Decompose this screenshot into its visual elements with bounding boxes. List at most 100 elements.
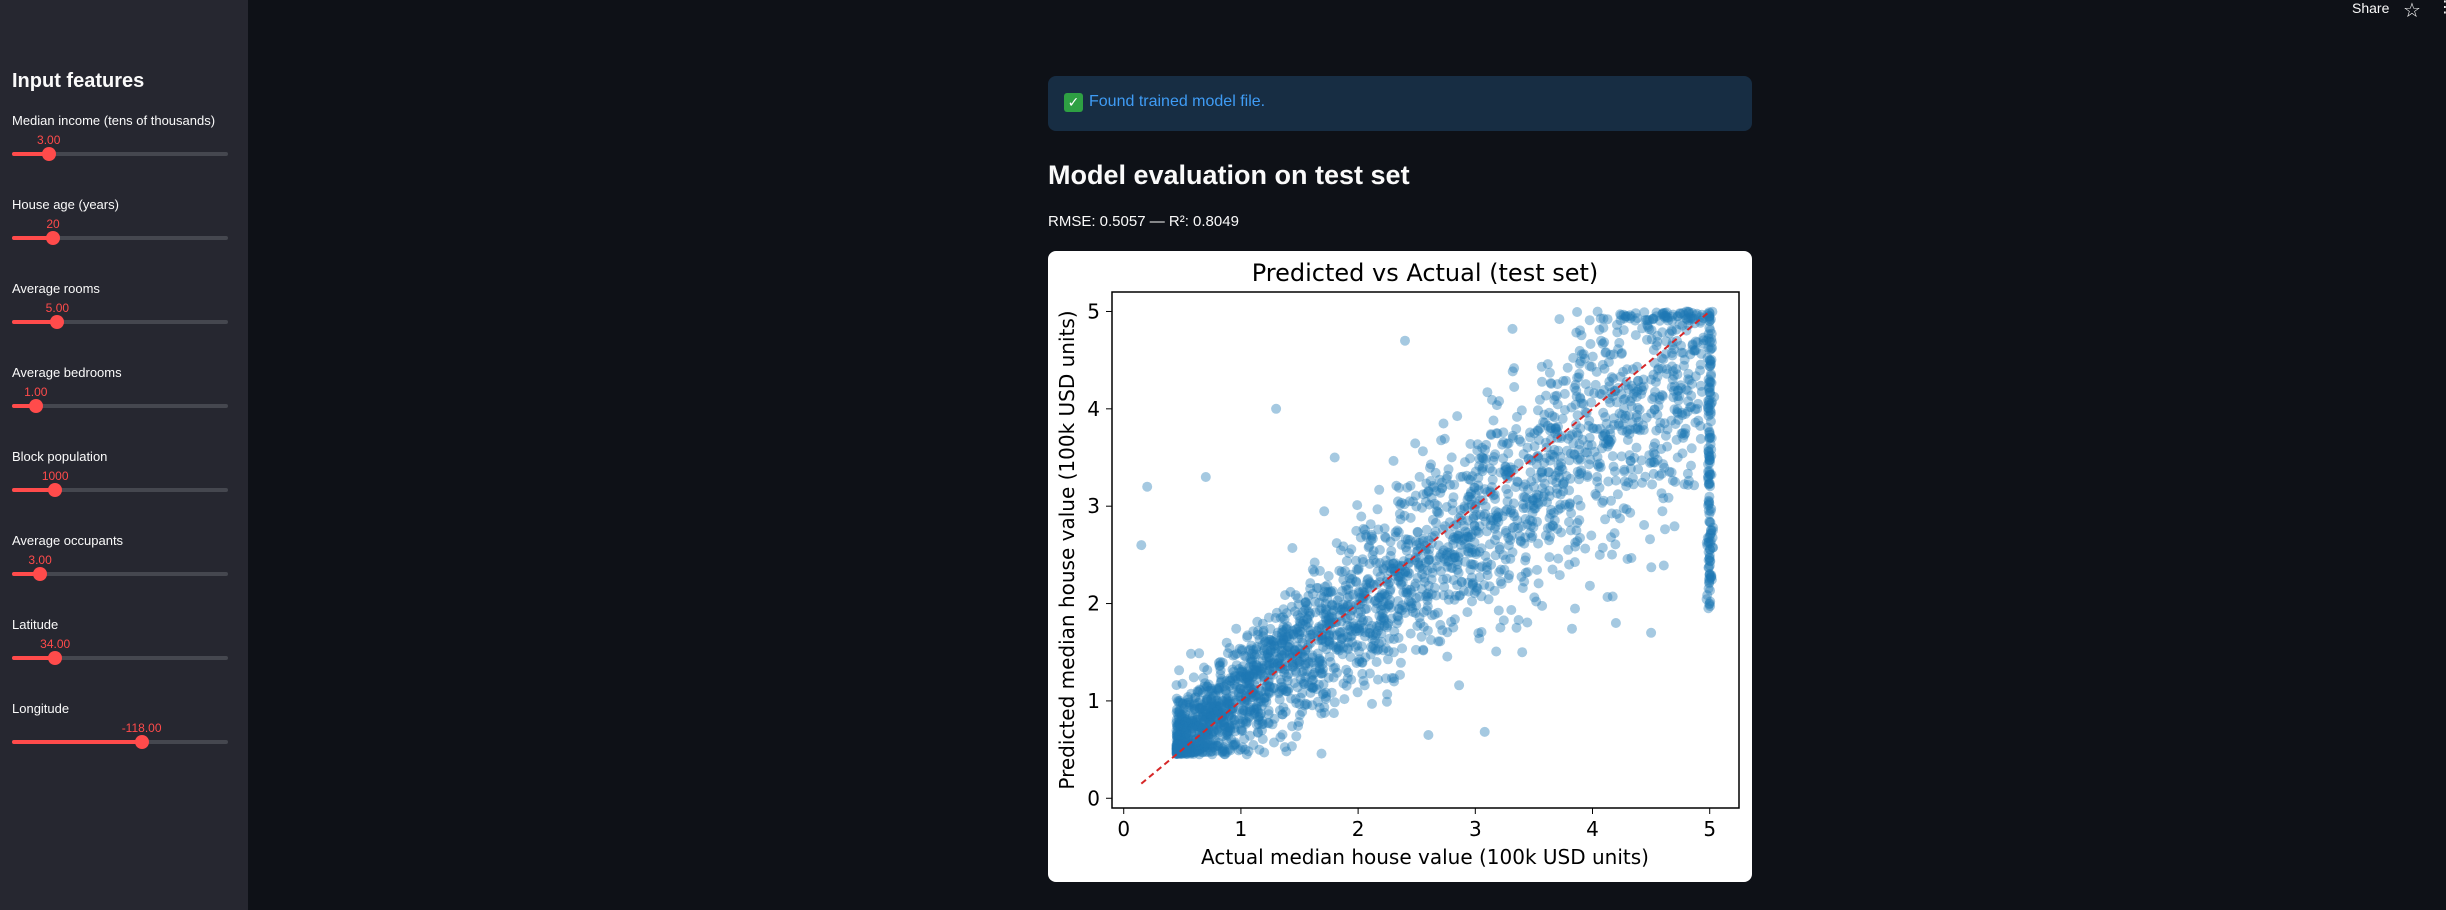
scatter-point — [1346, 630, 1357, 641]
scatter-point — [1651, 340, 1662, 351]
scatter-point — [1419, 576, 1430, 587]
scatter-point — [1360, 529, 1371, 540]
slider-thumb[interactable] — [48, 651, 63, 665]
slider-thumb[interactable] — [41, 147, 56, 161]
scatter-point — [1565, 448, 1576, 459]
scatter-point — [1480, 444, 1490, 455]
scatter-point — [1378, 563, 1389, 574]
scatter-point — [1606, 434, 1617, 445]
scatter-point — [1281, 686, 1291, 697]
share-button[interactable]: Share — [2352, 0, 2390, 16]
scatter-point — [1515, 436, 1526, 447]
slider-track[interactable] — [12, 231, 228, 245]
slider-track[interactable] — [12, 483, 228, 497]
slider-thumb[interactable] — [46, 231, 61, 245]
scatter-point — [1467, 596, 1477, 607]
scatter-point — [1608, 349, 1619, 360]
scatter-point — [1219, 721, 1230, 732]
scatter-point — [1626, 311, 1637, 322]
scatter-point — [1289, 678, 1300, 688]
scatter-point — [1578, 349, 1589, 360]
scatter-point — [1207, 711, 1218, 721]
scatter-point — [1600, 347, 1611, 358]
scatter-point — [1630, 315, 1641, 326]
metrics-text: RMSE: 0.5057 — R²: 0.8049 — [1048, 213, 1239, 230]
scatter-point — [1603, 434, 1614, 445]
scatter-point — [1195, 727, 1205, 738]
scatter-point — [1294, 699, 1305, 709]
slider-track[interactable] — [12, 567, 228, 581]
slider-thumb[interactable] — [28, 399, 43, 413]
scatter-point — [1206, 728, 1217, 738]
scatter-point — [1574, 453, 1585, 464]
scatter-point — [1367, 634, 1378, 645]
slider-4[interactable]: Block population 1000 — [12, 449, 228, 519]
scatter-point — [1172, 726, 1183, 737]
scatter-point — [1402, 534, 1413, 545]
slider-2[interactable]: Average rooms 5.00 — [12, 281, 228, 351]
star-icon[interactable]: ☆ — [2403, 0, 2421, 22]
scatter-point — [1622, 364, 1632, 375]
slider-thumb[interactable] — [33, 567, 48, 581]
scatter-point — [1560, 499, 1571, 510]
scatter-point — [1312, 696, 1323, 707]
scatter-point — [1503, 540, 1514, 551]
scatter-point — [1484, 581, 1495, 592]
scatter-point — [1380, 555, 1391, 566]
scatter-point — [1264, 688, 1275, 699]
scatter-point — [1204, 709, 1215, 720]
scatter-point — [1453, 567, 1464, 578]
scatter-point — [1396, 560, 1407, 571]
scatter-point — [1189, 747, 1200, 758]
slider-thumb[interactable] — [50, 315, 65, 329]
slider-thumb[interactable] — [48, 483, 63, 497]
x-tick-label: 2 — [1352, 817, 1365, 841]
scatter-point — [1250, 665, 1261, 676]
scatter-point — [1403, 558, 1414, 569]
scatter-point — [1427, 532, 1438, 543]
scatter-point — [1529, 503, 1540, 514]
slider-1[interactable]: House age (years) 20 — [12, 197, 228, 267]
scatter-point — [1672, 335, 1682, 346]
scatter-point — [1442, 561, 1453, 572]
scatter-point — [1258, 719, 1269, 729]
scatter-point — [1253, 697, 1264, 708]
scatter-point — [1574, 368, 1585, 379]
scatter-point — [1666, 348, 1677, 358]
scatter-point — [1515, 535, 1526, 546]
slider-6[interactable]: Latitude 34.00 — [12, 617, 228, 687]
scatter-point — [1704, 553, 1715, 563]
scatter-point — [1248, 740, 1259, 750]
slider-7[interactable]: Longitude -118.00 — [12, 701, 228, 771]
scatter-point — [1276, 637, 1287, 648]
scatter-point — [1251, 719, 1262, 730]
slider-track[interactable] — [12, 735, 228, 749]
scatter-point — [1462, 515, 1473, 526]
scatter-point — [1667, 350, 1678, 361]
scatter-point — [1545, 509, 1556, 519]
scatter-point — [1342, 632, 1353, 642]
more-vertical-icon[interactable]: ⋮ — [2437, 0, 2446, 16]
scatter-point — [1241, 669, 1252, 680]
scatter-point — [1530, 503, 1541, 514]
scatter-point — [1398, 587, 1409, 598]
scatter-point — [1314, 565, 1325, 576]
slider-thumb[interactable] — [134, 735, 149, 749]
scatter-point — [1492, 428, 1503, 439]
scatter-point — [1421, 524, 1432, 535]
scatter-point — [1323, 672, 1334, 683]
slider-5[interactable]: Average occupants 3.00 — [12, 533, 228, 603]
scatter-point — [1452, 559, 1463, 570]
slider-3[interactable]: Average bedrooms 1.00 — [12, 365, 228, 435]
slider-track[interactable] — [12, 147, 228, 161]
scatter-point — [1547, 564, 1558, 575]
slider-0[interactable]: Median income (tens of thousands) 3.00 — [12, 113, 228, 183]
scatter-point — [1294, 717, 1304, 728]
scatter-point — [1235, 672, 1246, 683]
slider-track[interactable] — [12, 315, 228, 329]
scatter-point — [1680, 409, 1691, 419]
slider-track[interactable] — [12, 399, 228, 413]
slider-track[interactable] — [12, 651, 228, 665]
scatter-point — [1445, 479, 1456, 490]
